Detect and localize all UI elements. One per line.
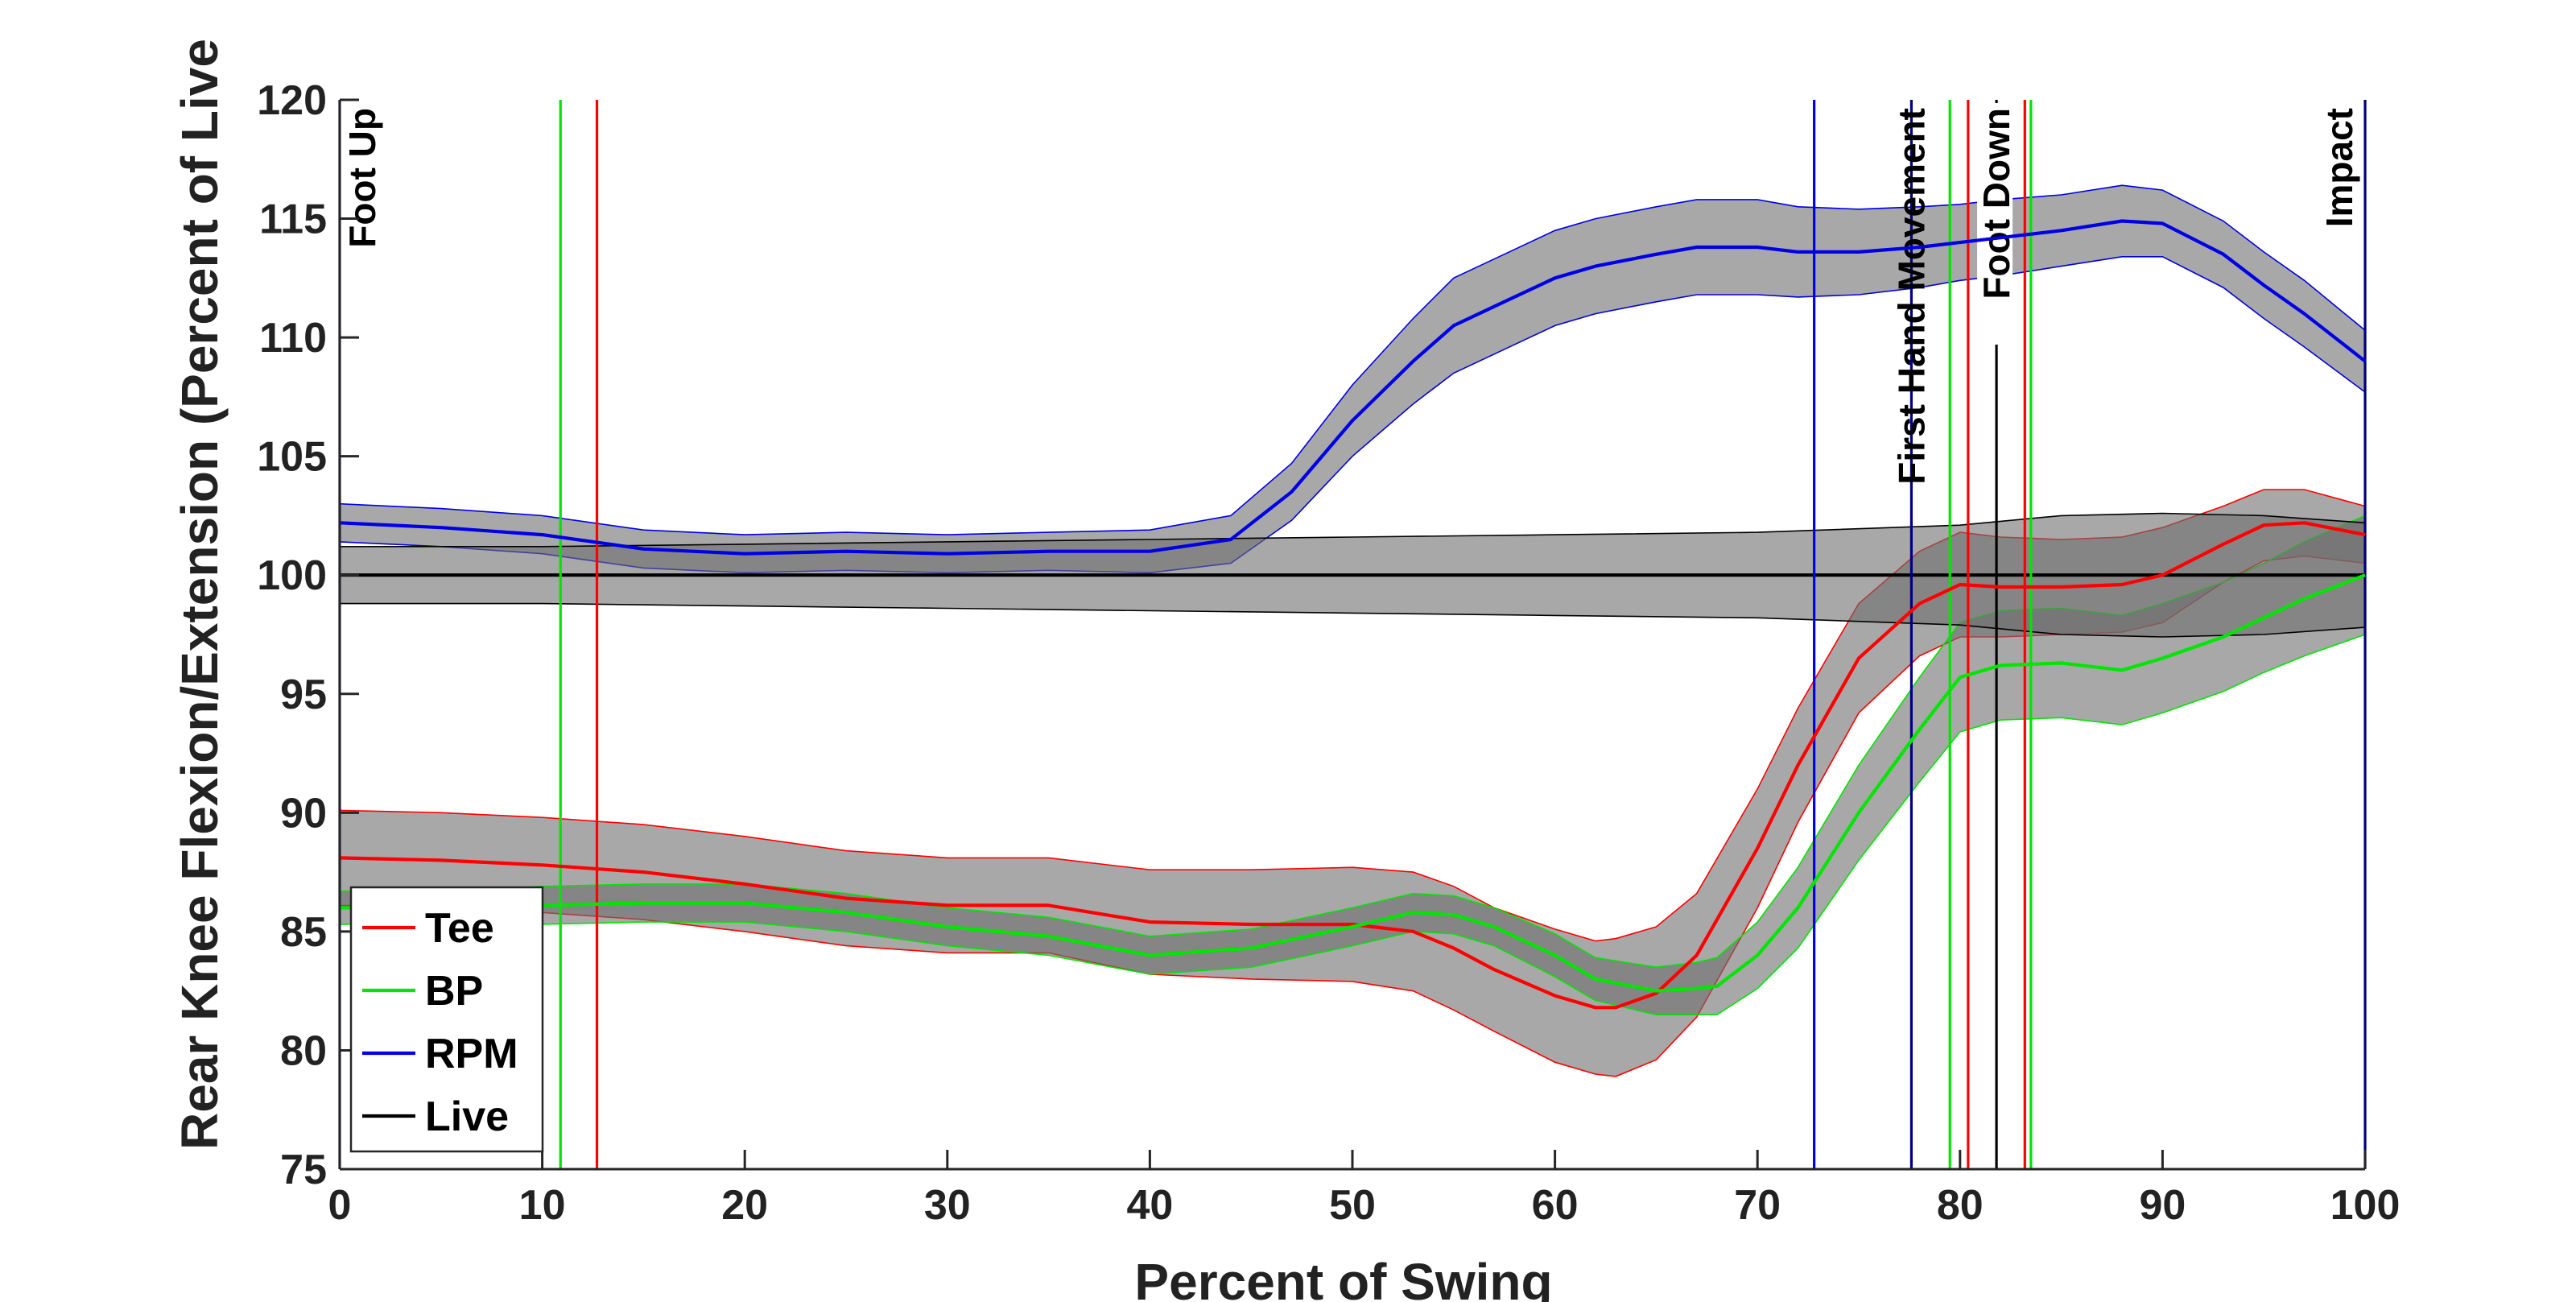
confidence-bands xyxy=(339,184,2366,1077)
band-edge-upper-rpm xyxy=(339,184,2366,535)
x-tick-label: 10 xyxy=(519,1182,566,1229)
band-edge-lower-live xyxy=(340,602,2366,638)
y-tick-label: 105 xyxy=(257,434,327,481)
marker-label-foot-up: Foot Up xyxy=(341,108,383,248)
band-edge-lower-bp xyxy=(340,634,2366,1015)
legend-label-rpm: RPM xyxy=(425,1031,518,1077)
x-tick-label: 20 xyxy=(721,1182,768,1229)
tick-labels: 0 10 20 30 40 50 60 70 80 90 100 75 80 85 90 95 100 105 11… xyxy=(257,77,2400,1229)
x-tick-label: 30 xyxy=(924,1182,971,1229)
legend-label-tee: Tee xyxy=(425,905,494,952)
x-tick-label: 50 xyxy=(1329,1182,1376,1229)
legend-label-live: Live xyxy=(425,1093,509,1140)
marker-label-impact: Impact xyxy=(2318,108,2360,227)
y-tick-label: 95 xyxy=(280,672,327,718)
band-rpm xyxy=(340,185,2365,573)
marker-label-bg-foot-down xyxy=(1977,103,2013,345)
series-line-tee xyxy=(339,521,2366,1010)
y-tick-label: 85 xyxy=(280,909,327,956)
marker-label-first-hand-movement: First Hand Movement xyxy=(1890,108,1932,485)
y-tick-label: 110 xyxy=(259,315,327,362)
axes xyxy=(338,98,2367,1171)
legend: Tee BP RPM Live xyxy=(349,886,544,1153)
x-tick-label: 0 xyxy=(328,1182,352,1229)
x-tick-label: 70 xyxy=(1734,1182,1781,1229)
series-lines xyxy=(339,219,2367,1010)
y-tick-label: 80 xyxy=(280,1027,327,1074)
marker-label-foot-down: Foot Down xyxy=(1975,108,2017,300)
x-tick-label: 100 xyxy=(2330,1182,2401,1229)
legend-box xyxy=(349,886,544,1153)
band-edge-upper-live xyxy=(340,512,2366,548)
y-tick-label: 90 xyxy=(280,790,327,837)
series-line-bp xyxy=(340,573,2366,993)
legend-label-bp: BP xyxy=(425,968,483,1015)
series-line-rpm xyxy=(339,219,2367,556)
vertical-markers: Foot Up First Hand Movement Foot Down Impac… xyxy=(338,100,2367,1169)
y-tick-label: 115 xyxy=(259,196,327,243)
x-axis-label: Percent of Swing xyxy=(1134,1253,1552,1302)
x-tick-label: 60 xyxy=(1532,1182,1579,1229)
x-tick-label: 80 xyxy=(1937,1182,1984,1229)
x-tick-label: 90 xyxy=(2139,1182,2186,1229)
x-tick-label: 40 xyxy=(1126,1182,1173,1229)
band-bp xyxy=(340,515,2365,1015)
y-tick-label: 75 xyxy=(280,1147,327,1193)
y-tick-label: 120 xyxy=(257,77,327,124)
y-tick-label: 100 xyxy=(257,552,327,599)
y-axis-label: Rear Knee Flexion/Extension (Percent of … xyxy=(171,39,229,1150)
